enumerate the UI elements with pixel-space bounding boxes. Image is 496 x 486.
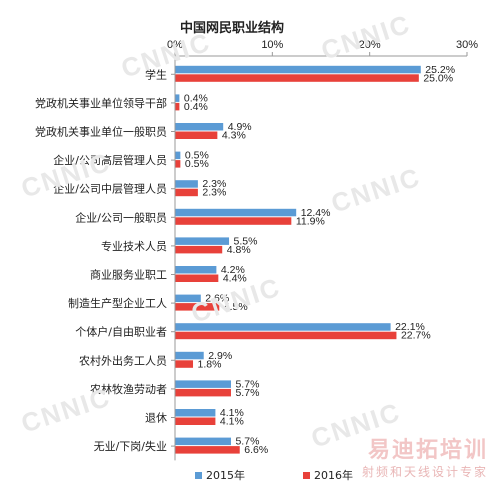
data-label: 4.3% [222,130,246,142]
x-tick-label: 0% [167,39,183,51]
bar [175,331,397,340]
data-label: 6.6% [244,444,268,456]
bar [175,380,231,388]
data-label: 25.0% [423,72,453,84]
bar [175,388,231,397]
bar [175,446,240,454]
bar [175,274,219,282]
data-label: 4.9% [228,121,252,133]
data-label: 1.8% [198,358,222,370]
category-label: 党政机关事业单位领导干部 [35,96,167,110]
data-label: 11.9% [296,215,325,227]
data-label: 2.3% [202,187,226,199]
data-label: 0.5% [185,158,209,170]
x-tick-label: 10% [261,39,283,51]
data-label: 2.3% [202,178,226,190]
data-label: 5.7% [235,436,259,448]
legend-label: 2015年 [206,468,245,482]
data-label: 12.4% [301,207,331,219]
data-label: 5.7% [235,387,259,399]
bar [175,409,216,417]
bar [175,123,224,131]
data-label: 25.2% [425,64,455,76]
bar [175,437,231,446]
data-label: 22.7% [401,330,431,342]
bar [175,188,198,197]
category-label: 退休 [145,412,167,425]
data-label: 2.9% [208,350,232,362]
category-label: 个体户/自由职业者 [75,325,167,339]
data-label: 5.5% [234,235,258,247]
bar [175,245,223,254]
bar [175,208,297,217]
brand-logo: 易迪拓培训 射频和天线设计专家 [362,438,488,480]
bar [175,74,419,82]
bar [175,131,218,139]
data-labels: 25.2%25.0%0.4%0.4%4.9%4.3%0.5%0.5%2.3%2.… [184,64,455,456]
data-label: 4.8% [227,244,251,256]
category-label: 企业/公司一般职员 [75,210,167,224]
data-label: 22.1% [395,321,425,333]
x-tick-label: 20% [359,39,381,51]
brand-tagline: 射频和天线设计专家 [361,465,488,479]
x-axis: 0% 10% 20% 30% [167,39,478,57]
data-label: 0.4% [184,101,208,113]
legend: 2015年 2016年 [195,468,353,482]
category-label: 制造生产型企业工人 [68,296,167,310]
bar [175,65,421,74]
data-label: 2.6% [205,293,229,305]
brand-name: 易迪拓培训 [367,438,488,463]
category-label: 农林牧渔劳动者 [90,382,167,396]
bar [175,351,204,360]
data-label: 4.1% [220,416,244,428]
bars [175,65,421,454]
data-label: 4.5% [224,301,248,313]
bar [175,417,216,425]
data-label: 0.5% [185,150,209,162]
bar [175,360,194,368]
y-axis [171,56,176,461]
bar [175,237,230,245]
data-label: 5.7% [235,378,259,390]
bar [175,217,292,225]
category-label: 无业/下岗/失业 [94,440,167,453]
x-tick-label: 30% [456,39,478,51]
category-label: 企业/公司高层管理人员 [53,153,167,167]
data-label: 4.4% [223,273,247,285]
bar [175,160,181,168]
legend-swatch [303,472,310,479]
data-label: 4.2% [221,264,245,276]
bar [175,180,198,188]
bar [175,266,217,274]
category-labels: 学生党政机关事业单位领导干部党政机关事业单位一般职员企业/公司高层管理人员企业/… [35,67,167,453]
category-label: 商业服务业职工 [90,268,167,282]
legend-swatch [195,472,202,479]
bar [175,94,180,102]
legend-label: 2016年 [314,468,353,482]
data-label: 0.4% [184,92,208,104]
category-label: 学生 [145,67,167,81]
bar [175,102,180,111]
bar [175,303,220,311]
category-label: 专业技术人员 [101,239,167,253]
category-label: 企业/公司中层管理人员 [53,182,167,196]
category-label: 党政机关事业单位一般职员 [35,125,167,139]
data-label: 4.1% [220,407,244,419]
bar [175,323,391,331]
bar [175,294,201,303]
chart-title: 中国网民职业结构 [180,20,284,36]
category-label: 农村外出务工人员 [79,353,167,367]
bar [175,151,181,160]
